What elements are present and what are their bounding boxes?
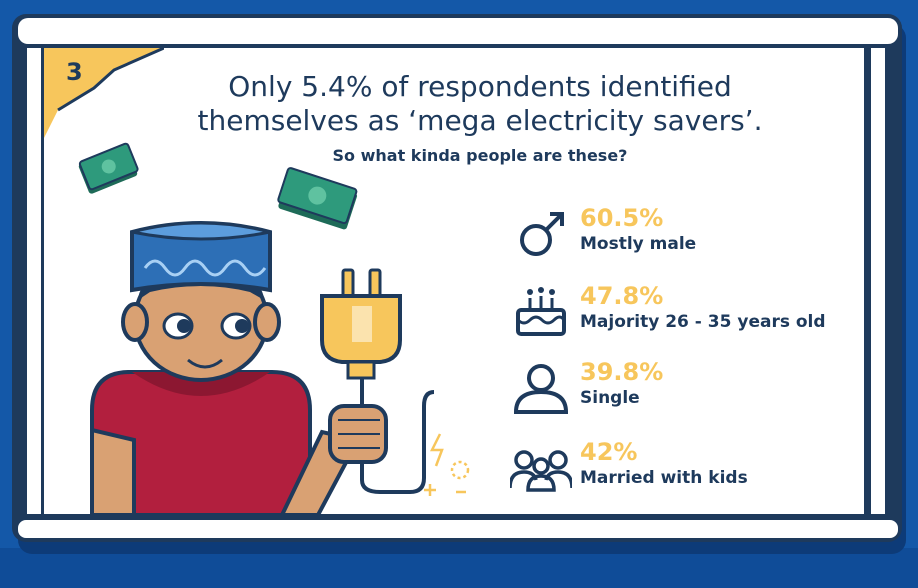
- spark-icon: [424, 433, 470, 496]
- scroll-left-edge: [24, 48, 44, 514]
- stat-gender: 60.5% Mostly male: [510, 204, 840, 274]
- title-line-1: Only 5.4% of respondents identified: [228, 70, 732, 103]
- scroll-top-roll: [18, 18, 898, 44]
- bottom-band: [0, 548, 918, 588]
- stat-age: 47.8% Majority 26 - 35 years old: [510, 282, 840, 352]
- page-title: Only 5.4% of respondents identified them…: [150, 70, 810, 138]
- stat-percent: 39.8%: [580, 358, 664, 386]
- stat-percent: 42%: [580, 438, 638, 466]
- stat-percent: 60.5%: [580, 204, 664, 232]
- stat-label: Married with kids: [580, 468, 748, 488]
- stat-label: Majority 26 - 35 years old: [580, 312, 826, 332]
- money-bill-icon: [277, 167, 358, 230]
- subtitle: So what kinda people are these?: [332, 146, 628, 165]
- badge-number: 3: [66, 58, 83, 86]
- birthday-cake-icon: [516, 287, 566, 336]
- stat-percent: 47.8%: [580, 282, 664, 310]
- single-person-icon: [513, 364, 569, 414]
- number-badge: [44, 48, 164, 138]
- scroll-bottom-roll: [18, 520, 898, 538]
- man-figure: [90, 221, 388, 517]
- electric-plug-icon: [320, 268, 435, 494]
- stat-label: Mostly male: [580, 234, 697, 254]
- male-symbol-icon: [520, 212, 564, 256]
- title-line-2: themselves as ‘mega electricity savers’.: [197, 104, 763, 137]
- stat-single: 39.8% Single: [510, 358, 840, 428]
- scroll-right-edge: [868, 48, 888, 514]
- money-bill-icon: [78, 142, 139, 194]
- stat-married: 42% Married with kids: [510, 438, 840, 508]
- family-icon: [510, 450, 572, 492]
- stat-label: Single: [580, 388, 640, 408]
